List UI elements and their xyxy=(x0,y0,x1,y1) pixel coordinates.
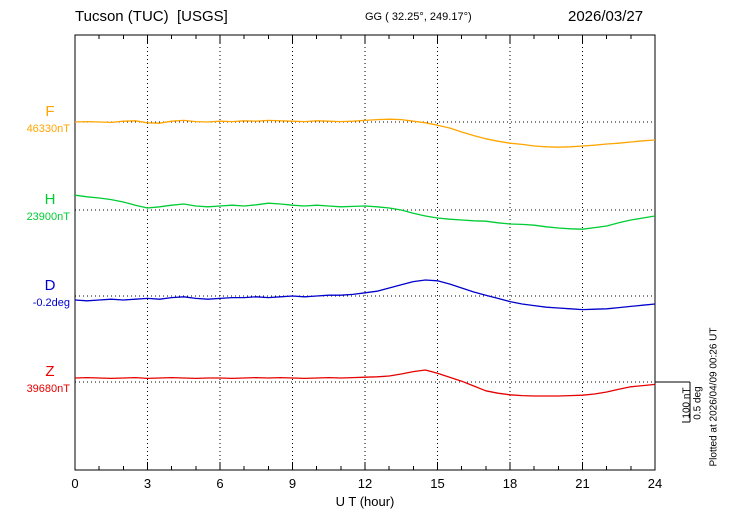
trace-D xyxy=(74,279,656,311)
channel-H-baseline: 23900nT xyxy=(26,211,70,223)
trace-Z xyxy=(74,369,656,397)
x-tick-label: 24 xyxy=(647,476,663,491)
date-label: 2026/03/27 xyxy=(568,8,644,25)
channel-Z-label: Z xyxy=(45,363,55,380)
x-tick-label: 21 xyxy=(575,476,590,491)
channel-Z-baseline: 39680nT xyxy=(26,383,70,395)
x-axis-title: U T (hour) xyxy=(335,494,395,509)
channel-F-label: F xyxy=(45,103,55,120)
x-tick-label: 12 xyxy=(357,476,373,491)
x-tick-label: 18 xyxy=(502,476,518,491)
x-tick-label: 0 xyxy=(71,476,79,491)
channel-D-label: D xyxy=(44,277,56,294)
channel-H-label: H xyxy=(44,191,56,208)
scalebar-nt-label: 100 nT xyxy=(681,387,693,419)
scalebar-deg-label: 0.5 deg xyxy=(692,386,704,420)
plotted-at-label: Plotted at 2026/04/09 00:26 UT xyxy=(708,327,720,467)
channel-F-baseline: 46330nT xyxy=(26,123,70,135)
x-tick-label: 3 xyxy=(143,476,152,491)
station-title: Tucson (TUC) [USGS] xyxy=(75,8,228,25)
trace-F xyxy=(74,118,656,148)
geo-coordinates: GG ( 32.25°, 249.17°) xyxy=(365,11,472,23)
x-tick-label: 15 xyxy=(430,476,445,491)
channel-D-baseline: -0.2deg xyxy=(32,297,70,309)
x-tick-label: 6 xyxy=(216,476,224,491)
trace-H xyxy=(74,194,656,230)
x-axis-tick-labels: 0 3 6 9 12 15 18 21 24 xyxy=(0,476,730,492)
x-tick-label: 9 xyxy=(288,476,297,491)
